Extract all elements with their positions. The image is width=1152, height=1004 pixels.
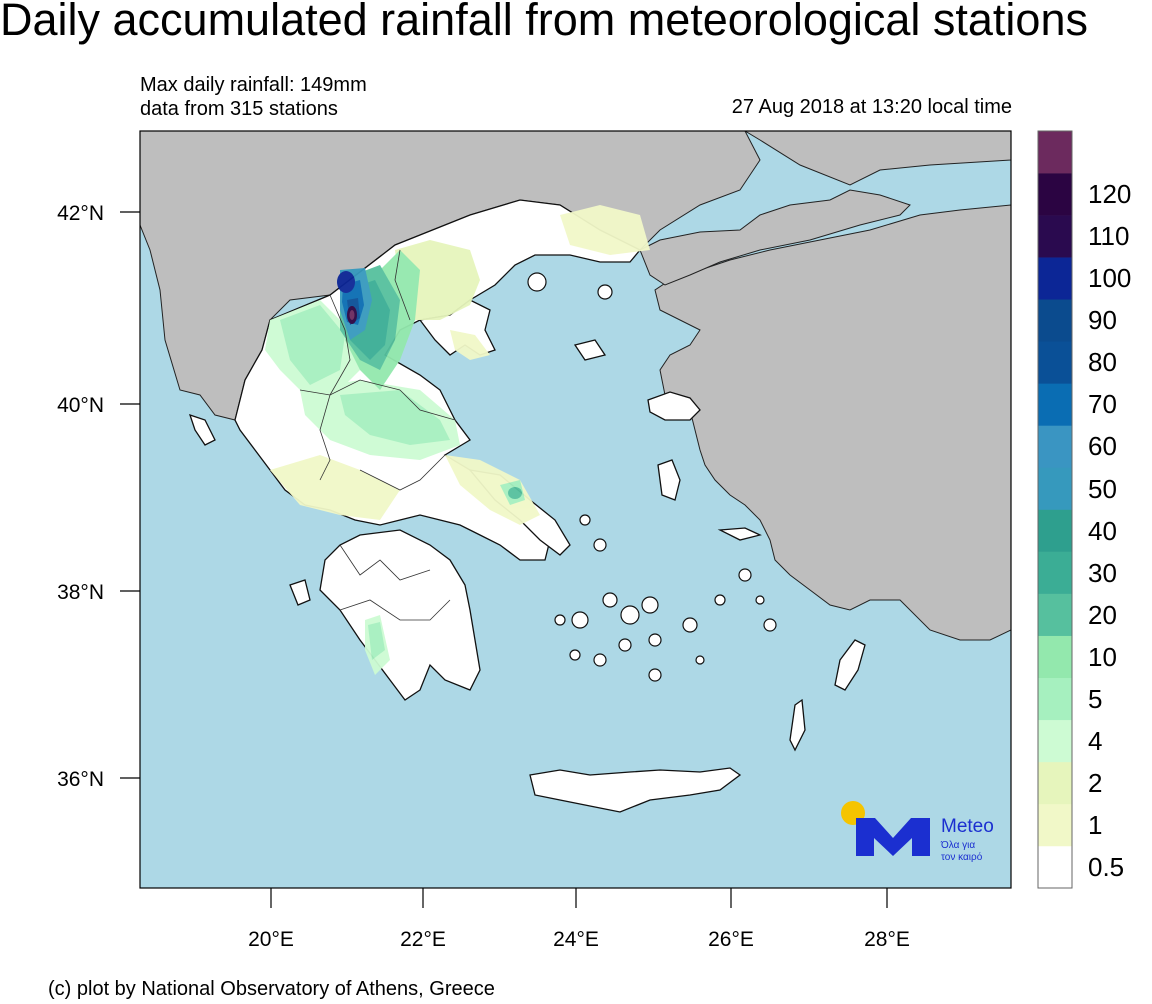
lon-labels: 20°E 22°E 24°E 26°E 28°E xyxy=(248,928,910,951)
chios xyxy=(657,459,681,501)
logo-tagline-1: Όλα για xyxy=(940,840,975,851)
peloponnese xyxy=(319,529,481,701)
colorbar-label: 50 xyxy=(1088,473,1117,504)
colorbar-swatch xyxy=(1038,215,1072,258)
colorbar-swatch xyxy=(1038,761,1072,805)
colorbar-frame xyxy=(1037,130,1073,889)
rainfall-overlay xyxy=(265,205,650,675)
lat-label: 42°N xyxy=(57,202,104,225)
colorbar-label: 30 xyxy=(1088,557,1117,588)
corfu xyxy=(188,413,216,446)
lon-label: 28°E xyxy=(864,928,910,951)
colorbar-label: 80 xyxy=(1088,347,1117,378)
meteo-m-icon xyxy=(856,818,930,856)
stations-count-text: data from 315 stations xyxy=(140,98,338,120)
samothrace xyxy=(597,284,613,300)
thrace-land xyxy=(639,189,911,286)
max-rainfall-text: Max daily rainfall: 149mm xyxy=(140,74,367,96)
colorbar-swatch xyxy=(1038,719,1072,763)
lesbos xyxy=(647,391,701,421)
crete xyxy=(529,767,742,813)
colorbar-label: 100 xyxy=(1088,263,1132,294)
colorbar-swatch xyxy=(1038,635,1072,679)
colorbar-swatch xyxy=(1038,845,1072,889)
lon-label: 26°E xyxy=(708,928,754,951)
colorbar-swatch xyxy=(1038,341,1072,384)
colorbar-label: 70 xyxy=(1088,389,1117,420)
axis-ticks xyxy=(120,211,888,908)
karpathos xyxy=(789,698,806,752)
meteo-logo: Meteo Όλα για τον καιρό xyxy=(841,801,994,863)
colorbar-label: 4 xyxy=(1088,725,1103,756)
colorbar-swatch xyxy=(1038,509,1072,552)
colorbar-label: 110 xyxy=(1088,221,1130,252)
map-title: Daily accumulated rainfall from meteorol… xyxy=(0,0,1088,45)
samos xyxy=(717,527,762,541)
lat-labels: 42°N 40°N 38°N 36°N xyxy=(57,202,104,791)
lon-label: 22°E xyxy=(400,928,446,951)
colorbar-swatch xyxy=(1038,803,1072,847)
colorbar-swatch xyxy=(1038,383,1072,426)
colorbar-label: 10 xyxy=(1088,641,1117,672)
lon-label: 24°E xyxy=(553,928,599,951)
colorbar-swatch xyxy=(1038,677,1072,721)
colorbar-swatch xyxy=(1038,131,1072,174)
rhodes xyxy=(834,639,866,691)
colorbar-label: 120 xyxy=(1088,179,1132,210)
colorbar-swatch xyxy=(1038,425,1072,468)
colorbar-label: 2 xyxy=(1088,767,1103,798)
colorbar-swatch xyxy=(1038,593,1072,636)
region-borders xyxy=(299,249,456,621)
lon-label: 20°E xyxy=(248,928,294,951)
anatolia-land xyxy=(654,204,1011,641)
colorbar-label: 0.5 xyxy=(1088,852,1125,882)
colorbar-label: 90 xyxy=(1088,305,1117,336)
lat-label: 40°N xyxy=(57,394,104,417)
lat-label: 36°N xyxy=(57,768,104,791)
colorbar-swatch xyxy=(1038,299,1072,342)
colorbar-label: 60 xyxy=(1088,431,1117,462)
info-block: Max daily rainfall: 149mm data from 315 … xyxy=(140,73,367,121)
colorbar xyxy=(1037,130,1073,889)
cyclades xyxy=(554,514,777,682)
colorbar-swatch xyxy=(1038,173,1072,216)
colorbar-swatch xyxy=(1038,257,1072,300)
colorbar-label: 5 xyxy=(1088,683,1103,714)
kefalonia xyxy=(289,579,311,606)
logo-tagline-2: τον καιρό xyxy=(941,851,983,863)
colorbar-label: 20 xyxy=(1088,599,1117,630)
lemnos xyxy=(573,339,607,361)
datetime-text: 27 Aug 2018 at 13:20 local time xyxy=(731,96,1012,118)
logo-name: Meteo xyxy=(941,816,994,837)
colorbar-swatch xyxy=(1038,551,1072,594)
lat-label: 38°N xyxy=(57,581,104,604)
colorbar-label: 40 xyxy=(1088,515,1117,546)
footer-credit: (c) plot by National Observatory of Athe… xyxy=(48,978,495,1000)
colorbar-swatch xyxy=(1038,467,1072,510)
colorbar-label: 1 xyxy=(1088,809,1103,840)
thasos xyxy=(527,272,547,292)
